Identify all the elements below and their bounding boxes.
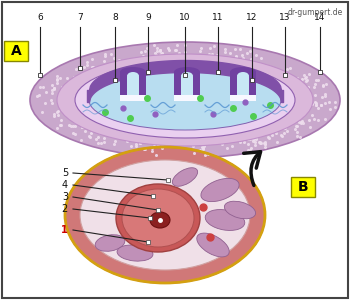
Bar [139, 72, 146, 100]
Bar [174, 72, 181, 100]
Ellipse shape [80, 160, 250, 270]
Ellipse shape [127, 72, 139, 80]
Text: 13: 13 [279, 13, 291, 22]
Ellipse shape [95, 235, 125, 251]
Text: 1: 1 [61, 225, 68, 235]
Ellipse shape [120, 67, 146, 77]
Ellipse shape [117, 245, 153, 261]
Ellipse shape [174, 67, 200, 77]
Bar [237, 72, 249, 95]
Text: 9: 9 [145, 13, 151, 22]
FancyBboxPatch shape [291, 177, 315, 197]
Text: 6: 6 [37, 13, 43, 22]
FancyBboxPatch shape [4, 41, 28, 61]
Ellipse shape [230, 67, 256, 77]
Text: 8: 8 [112, 13, 118, 22]
Ellipse shape [30, 42, 340, 158]
Bar [249, 72, 256, 100]
Text: A: A [10, 44, 21, 58]
Text: 14: 14 [314, 13, 326, 22]
Ellipse shape [95, 167, 175, 223]
Ellipse shape [150, 212, 170, 228]
Text: B: B [298, 180, 308, 194]
Ellipse shape [75, 62, 295, 138]
Ellipse shape [65, 147, 265, 283]
Ellipse shape [57, 54, 313, 146]
Ellipse shape [181, 72, 193, 80]
Ellipse shape [224, 201, 255, 219]
FancyArrowPatch shape [244, 152, 260, 185]
Ellipse shape [89, 70, 281, 130]
Bar [230, 72, 237, 100]
Text: 3: 3 [62, 192, 68, 202]
Text: 2: 2 [62, 204, 68, 214]
Text: 12: 12 [246, 13, 258, 22]
Text: 11: 11 [212, 13, 224, 22]
Ellipse shape [205, 210, 245, 230]
Text: 5: 5 [62, 168, 68, 178]
Bar [174, 95, 200, 101]
FancyBboxPatch shape [2, 2, 348, 298]
Ellipse shape [197, 233, 229, 257]
Bar [193, 72, 200, 100]
Bar [120, 72, 127, 100]
Text: dr-gumpert.de: dr-gumpert.de [288, 8, 343, 17]
Bar [230, 95, 256, 101]
Text: 7: 7 [77, 13, 83, 22]
Text: 10: 10 [179, 13, 191, 22]
Text: 4: 4 [62, 180, 68, 190]
Bar [127, 72, 139, 95]
Bar [181, 72, 193, 95]
Ellipse shape [116, 184, 200, 252]
Ellipse shape [201, 178, 239, 202]
Ellipse shape [122, 189, 194, 247]
Bar [120, 95, 146, 101]
Ellipse shape [173, 168, 198, 186]
Ellipse shape [237, 72, 249, 80]
